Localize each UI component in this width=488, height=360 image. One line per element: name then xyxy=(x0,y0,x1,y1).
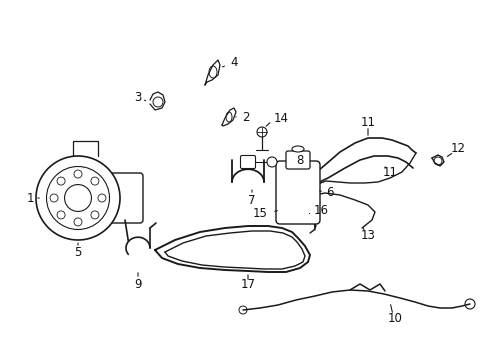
FancyBboxPatch shape xyxy=(240,156,255,168)
Circle shape xyxy=(57,177,65,185)
Text: 7: 7 xyxy=(248,194,255,207)
Circle shape xyxy=(50,194,58,202)
Text: 11: 11 xyxy=(382,166,397,179)
Ellipse shape xyxy=(266,157,276,167)
Text: 10: 10 xyxy=(387,311,402,324)
Text: 8: 8 xyxy=(295,153,303,166)
Circle shape xyxy=(36,156,120,240)
Circle shape xyxy=(74,170,82,178)
Text: 17: 17 xyxy=(240,279,255,292)
FancyBboxPatch shape xyxy=(285,151,309,169)
Text: 6: 6 xyxy=(325,185,333,198)
Text: 3: 3 xyxy=(134,90,142,104)
Text: 11: 11 xyxy=(360,116,375,129)
Circle shape xyxy=(74,218,82,226)
Text: 1: 1 xyxy=(26,192,34,204)
Text: 2: 2 xyxy=(242,111,249,123)
Circle shape xyxy=(91,177,99,185)
Text: 12: 12 xyxy=(449,141,465,154)
Circle shape xyxy=(239,306,246,314)
Ellipse shape xyxy=(291,146,304,152)
FancyBboxPatch shape xyxy=(275,161,319,224)
Text: 9: 9 xyxy=(134,278,142,291)
Text: 14: 14 xyxy=(273,112,288,125)
Circle shape xyxy=(98,194,106,202)
Text: 13: 13 xyxy=(360,229,375,242)
Text: 16: 16 xyxy=(313,203,328,216)
Text: 4: 4 xyxy=(229,55,237,68)
Circle shape xyxy=(57,211,65,219)
Text: 5: 5 xyxy=(74,247,81,260)
FancyBboxPatch shape xyxy=(109,173,142,223)
Circle shape xyxy=(464,299,474,309)
Text: 15: 15 xyxy=(253,207,267,220)
Circle shape xyxy=(91,211,99,219)
